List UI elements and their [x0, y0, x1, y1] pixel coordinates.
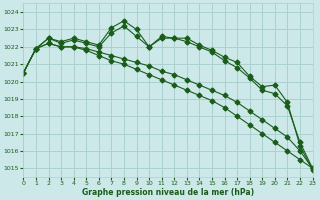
X-axis label: Graphe pression niveau de la mer (hPa): Graphe pression niveau de la mer (hPa)	[82, 188, 254, 197]
